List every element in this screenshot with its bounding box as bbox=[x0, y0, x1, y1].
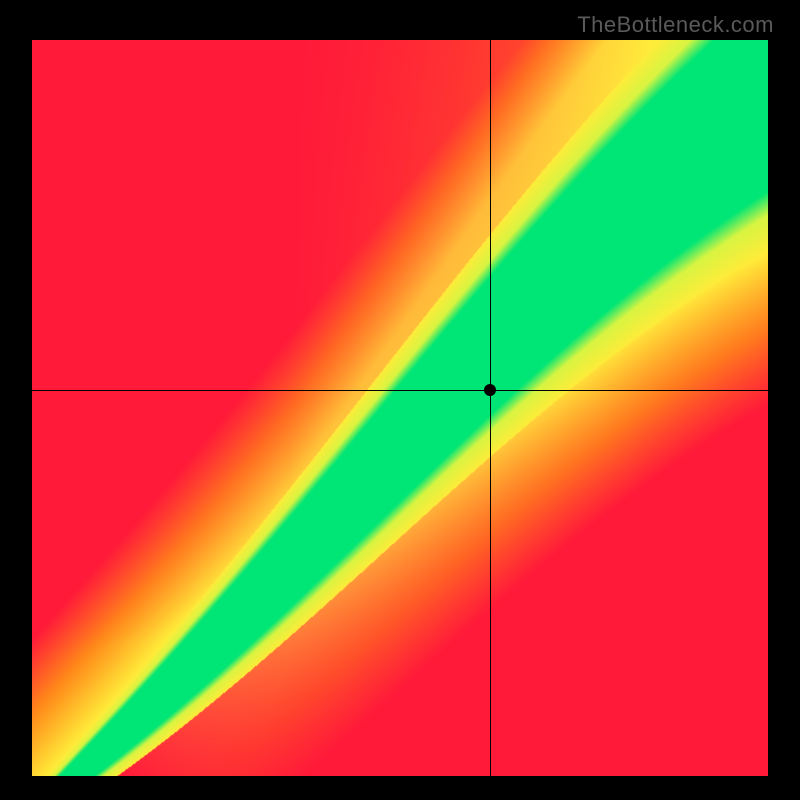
crosshair-horizontal bbox=[32, 390, 768, 391]
crosshair-vertical bbox=[490, 40, 491, 776]
watermark-text: TheBottleneck.com bbox=[577, 12, 774, 38]
heatmap-canvas bbox=[32, 40, 768, 776]
crosshair-marker-dot bbox=[484, 384, 496, 396]
heatmap-plot-area bbox=[32, 40, 768, 776]
